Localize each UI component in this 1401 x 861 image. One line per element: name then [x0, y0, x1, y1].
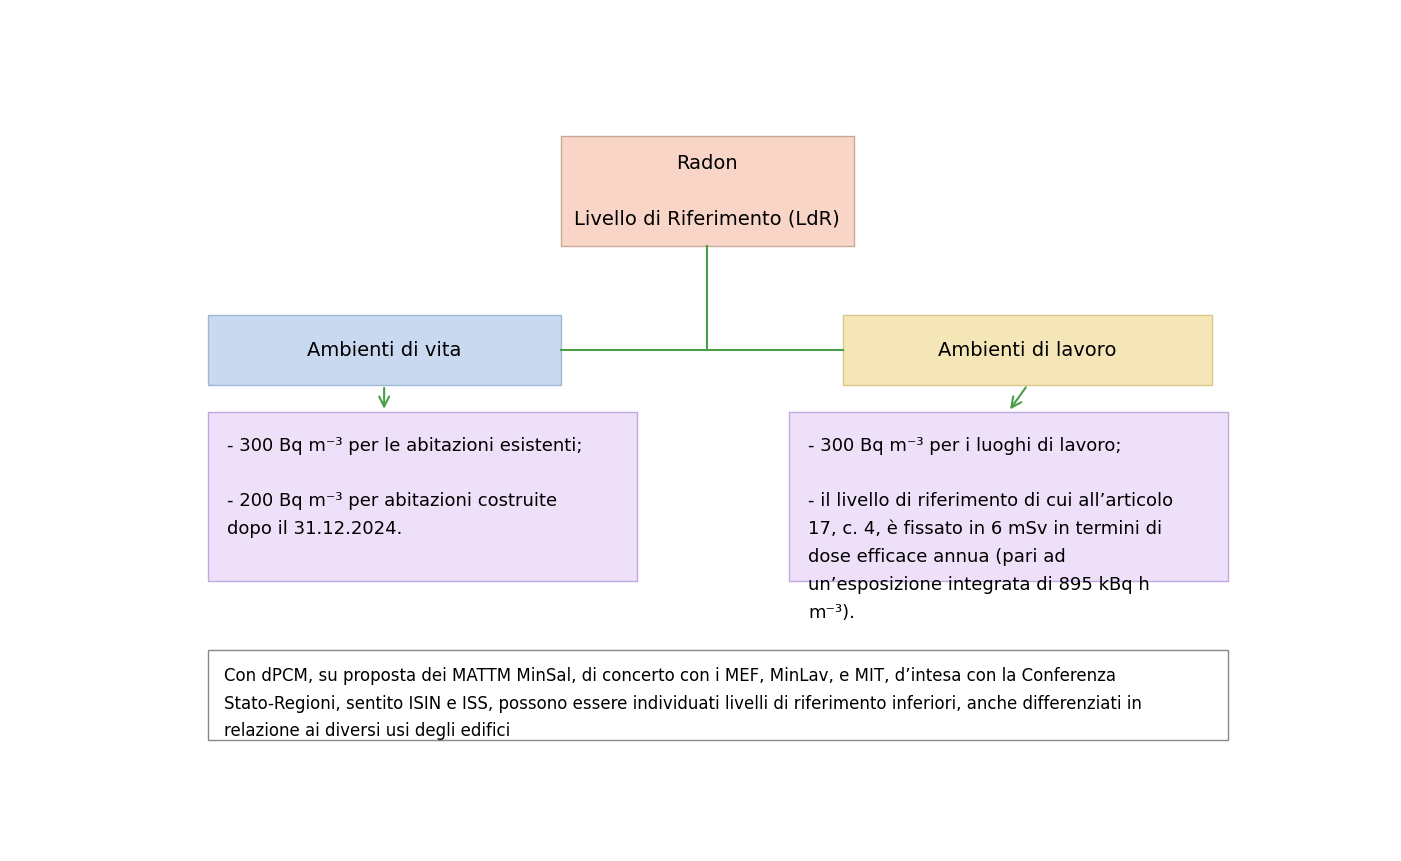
FancyBboxPatch shape	[560, 136, 853, 246]
Text: Ambienti di lavoro: Ambienti di lavoro	[939, 341, 1117, 360]
FancyBboxPatch shape	[207, 412, 636, 580]
FancyBboxPatch shape	[789, 412, 1229, 580]
Text: Radon

Livello di Riferimento (LdR): Radon Livello di Riferimento (LdR)	[574, 153, 841, 229]
Text: - 300 Bq m⁻³ per i luoghi di lavoro;

- il livello di riferimento di cui all’art: - 300 Bq m⁻³ per i luoghi di lavoro; - i…	[808, 437, 1173, 622]
FancyBboxPatch shape	[207, 315, 560, 385]
Text: Con dPCM, su proposta dei MATTM MinSal, di concerto con i MEF, MinLav, e MIT, d’: Con dPCM, su proposta dei MATTM MinSal, …	[224, 666, 1142, 740]
FancyBboxPatch shape	[207, 650, 1229, 740]
FancyBboxPatch shape	[843, 315, 1212, 385]
Text: Ambienti di vita: Ambienti di vita	[307, 341, 461, 360]
Text: - 300 Bq m⁻³ per le abitazioni esistenti;

- 200 Bq m⁻³ per abitazioni costruite: - 300 Bq m⁻³ per le abitazioni esistenti…	[227, 437, 583, 538]
